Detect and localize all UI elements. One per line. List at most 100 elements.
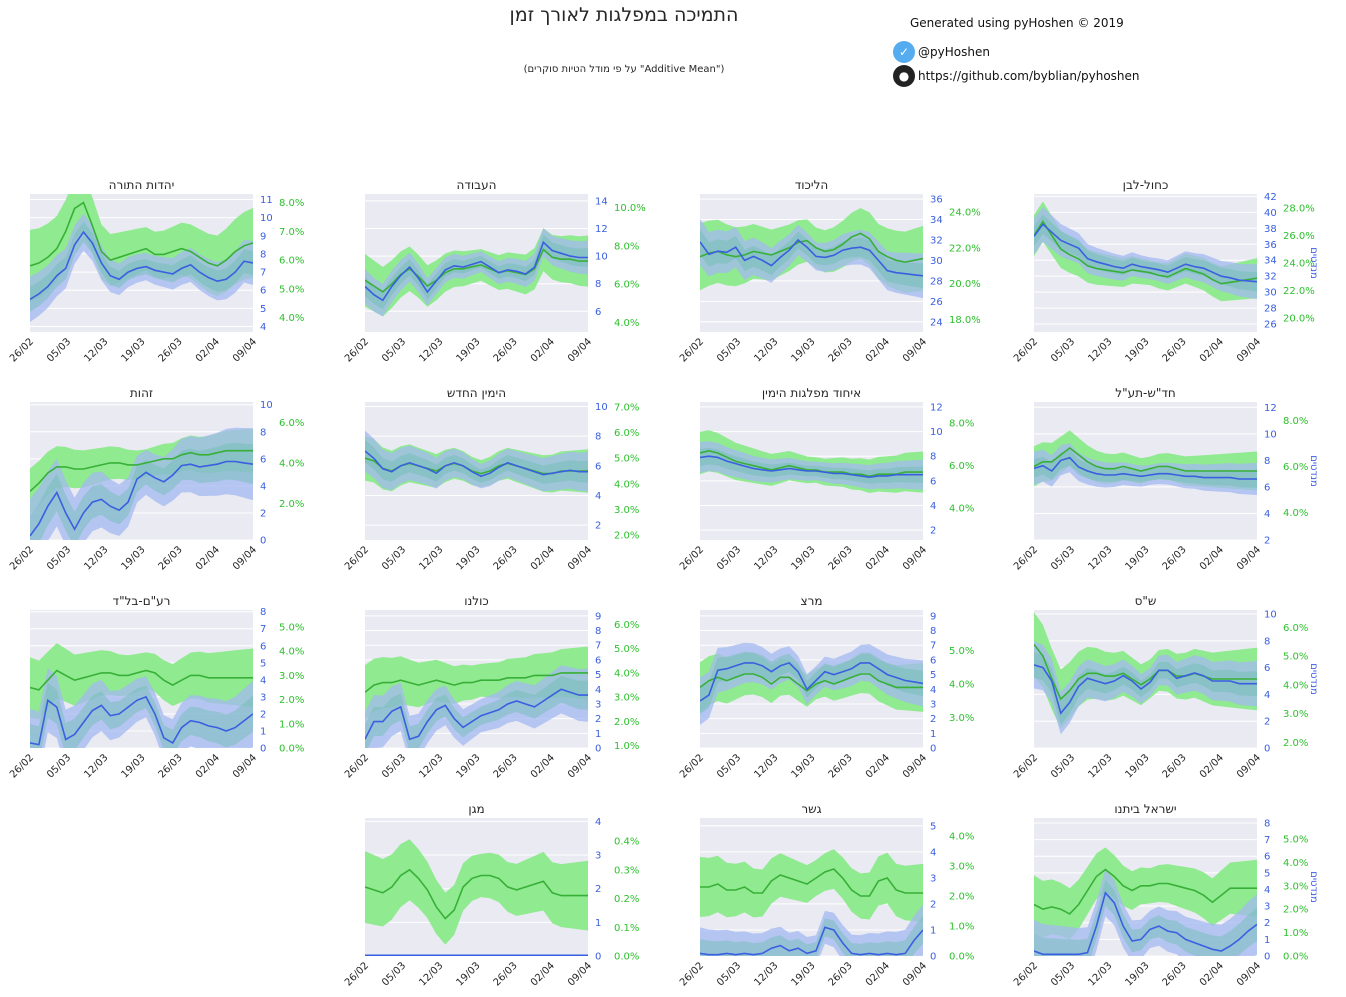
seats-tick-label: 3 <box>595 851 601 862</box>
support-tick-label: 1.0% <box>949 922 974 933</box>
overlap-band <box>700 916 923 956</box>
seats-tick-label: 0 <box>1264 744 1270 755</box>
seats-tick-label: 9 <box>930 611 936 622</box>
seats-axis-title: מנדטים <box>1308 663 1319 695</box>
x-tick-label: 12/03 <box>752 336 780 364</box>
seats-tick-label: 3 <box>260 692 266 703</box>
x-tick-label: 09/04 <box>901 960 929 988</box>
overlap-band <box>1034 449 1257 488</box>
support-tick-label: 5.0% <box>279 622 304 633</box>
seats-tick-label: 8 <box>1264 456 1270 467</box>
x-tick-label: 26/02 <box>8 544 36 572</box>
support-tick-label: 0.0% <box>614 952 639 963</box>
github-link[interactable]: https://github.com/byblian/pyhoshen <box>918 69 1140 83</box>
panel-title: יהדות התורה <box>109 178 175 192</box>
x-tick-label: 05/03 <box>1049 960 1077 988</box>
support-tick-label: 22.0% <box>1283 286 1315 297</box>
overlap-band <box>365 234 588 310</box>
support-band <box>700 849 923 923</box>
twitter-row[interactable]: ✓ @pyHoshen <box>893 41 990 63</box>
seats-line <box>30 230 253 300</box>
x-tick-label: 26/02 <box>343 960 371 988</box>
x-tick-label: 26/02 <box>343 336 371 364</box>
x-tick-label: 05/03 <box>45 752 73 780</box>
seats-band <box>1034 206 1257 300</box>
github-row[interactable]: ● https://github.com/byblian/pyhoshen <box>893 65 1140 87</box>
seats-tick-label: 10 <box>260 400 273 411</box>
chart-panel: גשר 0 1 2 3 4 5 0.0% 1.0% 2.0% 3.0% 4.0% 26/02 05/03 1… <box>678 802 974 989</box>
x-tick-label: 12/03 <box>417 960 445 988</box>
seats-tick-label: 8 <box>1264 636 1270 647</box>
x-tick-label: 19/03 <box>789 336 817 364</box>
seats-tick-label: 0 <box>930 952 936 963</box>
x-tick-label: 26/03 <box>1161 544 1189 572</box>
x-tick-label: 19/03 <box>1123 544 1151 572</box>
support-line <box>700 232 923 263</box>
plot-clip <box>700 642 923 725</box>
x-tick-label: 02/04 <box>1198 544 1226 572</box>
x-tick-label: 19/03 <box>454 752 482 780</box>
seats-tick-label: 5 <box>930 670 936 681</box>
x-tick-label: 09/04 <box>231 752 259 780</box>
panel-title: כולנו <box>464 594 489 608</box>
seats-tick-label: 42 <box>1264 192 1277 203</box>
x-tick-label: 02/04 <box>864 752 892 780</box>
seats-tick-label: 28 <box>1264 304 1277 315</box>
x-tick-label: 19/03 <box>454 336 482 364</box>
support-tick-label: 4.0% <box>1283 508 1308 519</box>
seats-tick-label: 4 <box>595 817 601 828</box>
chart-panel: העבודה 6 8 10 12 14 4.0% 6.0% 8.0% 10.0% 26/02 05/0… <box>343 178 646 365</box>
support-tick-label: 5.0% <box>1283 652 1308 663</box>
support-tick-label: 3.0% <box>279 671 304 682</box>
seats-tick-label: 6 <box>595 655 601 666</box>
support-band <box>365 646 588 720</box>
x-tick-label: 09/04 <box>1235 336 1263 364</box>
x-tick-label: 05/03 <box>380 960 408 988</box>
support-line <box>1034 446 1257 472</box>
chart-panel: זהות 0 2 4 6 8 10 2.0% 4.0% 6.0% 26/02 05/03 12/03 19… <box>8 386 304 573</box>
x-tick-label: 19/03 <box>1123 752 1151 780</box>
overlap-band <box>365 676 588 748</box>
support-band <box>1034 847 1257 940</box>
chart-panel: הימין החדש 2 4 6 8 10 2.0% 3.0% 4.0% 5.0% 6.0% 7.0%… <box>343 386 639 573</box>
seats-tick-label: 0 <box>260 744 266 755</box>
support-tick-label: 24.0% <box>1283 259 1315 270</box>
x-tick-label: 09/04 <box>1235 752 1263 780</box>
seats-tick-label: 7 <box>930 641 936 652</box>
seats-tick-label: 2 <box>1264 717 1270 728</box>
x-tick-label: 12/03 <box>82 544 110 572</box>
support-tick-label: 28.0% <box>1283 203 1315 214</box>
x-tick-label: 26/03 <box>157 544 185 572</box>
x-tick-label: 26/02 <box>343 752 371 780</box>
seats-tick-label: 4 <box>1264 885 1270 896</box>
seats-tick-label: 30 <box>930 256 943 267</box>
seats-tick-label: 34 <box>930 215 943 226</box>
x-tick-label: 26/02 <box>678 960 706 988</box>
x-tick-label: 26/03 <box>157 336 185 364</box>
support-tick-label: 4.0% <box>614 479 639 490</box>
x-tick-label: 02/04 <box>1198 336 1226 364</box>
support-tick-label: 3.0% <box>614 693 639 704</box>
seats-tick-label: 0 <box>595 744 601 755</box>
panel-title: העבודה <box>457 178 497 192</box>
twitter-icon: ✓ <box>893 41 915 63</box>
support-tick-label: 2.0% <box>279 695 304 706</box>
support-line <box>365 672 588 693</box>
seats-tick-label: 8 <box>260 249 266 260</box>
twitter-handle[interactable]: @pyHoshen <box>918 45 990 59</box>
seats-tick-label: 2 <box>595 884 601 895</box>
seats-tick-label: 5 <box>930 821 936 832</box>
x-tick-label: 09/04 <box>901 336 929 364</box>
seats-tick-label: 10 <box>260 213 273 224</box>
support-tick-label: 20.0% <box>1283 314 1315 325</box>
support-tick-label: 1.0% <box>279 719 304 730</box>
seats-tick-label: 9 <box>595 611 601 622</box>
seats-line <box>1034 891 1257 956</box>
seats-tick-label: 5 <box>595 670 601 681</box>
plot-clip <box>1034 847 1257 956</box>
x-tick-label: 05/03 <box>715 960 743 988</box>
panel-title: ש"ס <box>1135 594 1157 608</box>
seats-tick-label: 8 <box>930 452 936 463</box>
x-tick-label: 26/02 <box>1012 752 1040 780</box>
x-tick-label: 09/04 <box>566 752 594 780</box>
